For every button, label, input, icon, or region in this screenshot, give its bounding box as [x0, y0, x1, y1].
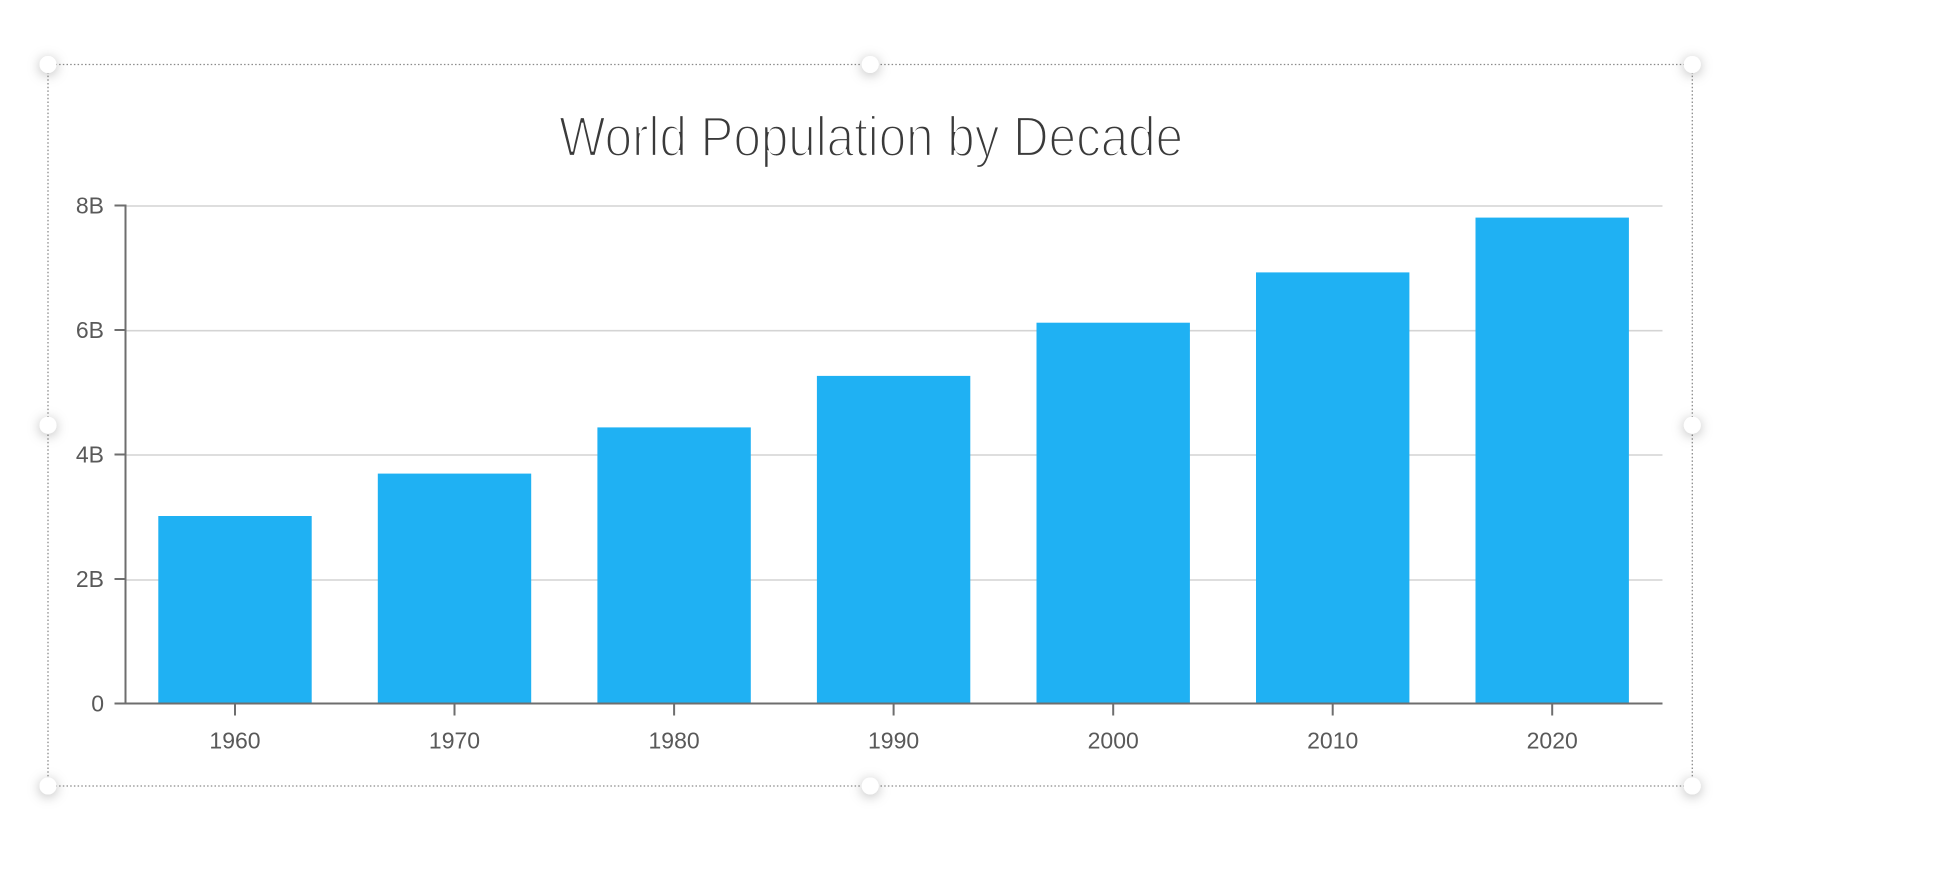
svg-text:2020: 2020 — [1527, 728, 1578, 754]
svg-text:2010: 2010 — [1307, 728, 1358, 754]
svg-text:6B: 6B — [76, 317, 104, 343]
svg-text:8B: 8B — [76, 193, 104, 219]
svg-text:0: 0 — [91, 691, 104, 717]
svg-text:1960: 1960 — [209, 728, 260, 754]
svg-text:1990: 1990 — [868, 728, 919, 754]
svg-text:1970: 1970 — [429, 728, 480, 754]
svg-text:2000: 2000 — [1088, 728, 1139, 754]
svg-text:2B: 2B — [76, 566, 104, 592]
svg-text:4B: 4B — [76, 442, 104, 468]
svg-text:1980: 1980 — [649, 728, 700, 754]
svg-text:World Population by Decade: World Population by Decade — [559, 105, 1183, 169]
